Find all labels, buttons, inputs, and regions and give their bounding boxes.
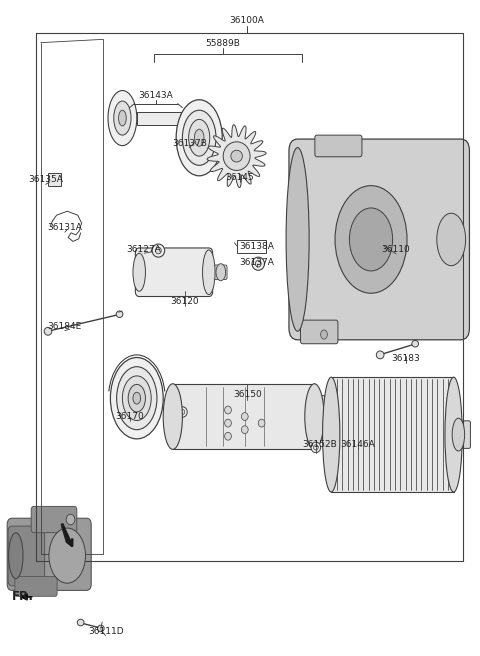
- Ellipse shape: [437, 213, 466, 266]
- Ellipse shape: [180, 409, 185, 415]
- Ellipse shape: [286, 148, 309, 331]
- Ellipse shape: [349, 208, 393, 271]
- Ellipse shape: [376, 351, 384, 359]
- Ellipse shape: [321, 330, 327, 339]
- Polygon shape: [173, 384, 314, 449]
- Ellipse shape: [225, 432, 231, 440]
- Text: 36120: 36120: [170, 297, 199, 306]
- Ellipse shape: [122, 376, 151, 420]
- FancyBboxPatch shape: [31, 506, 77, 533]
- FancyBboxPatch shape: [457, 421, 470, 449]
- Text: 36137B: 36137B: [172, 138, 207, 148]
- Ellipse shape: [133, 253, 145, 291]
- Ellipse shape: [97, 625, 104, 632]
- Ellipse shape: [412, 340, 419, 347]
- Ellipse shape: [216, 264, 226, 281]
- FancyBboxPatch shape: [289, 139, 469, 340]
- Ellipse shape: [178, 407, 187, 417]
- Ellipse shape: [203, 250, 215, 295]
- Ellipse shape: [119, 110, 126, 126]
- FancyBboxPatch shape: [310, 396, 329, 438]
- Ellipse shape: [49, 528, 85, 583]
- Text: 36127A: 36127A: [127, 245, 161, 254]
- Ellipse shape: [156, 247, 161, 254]
- FancyBboxPatch shape: [7, 518, 91, 590]
- FancyBboxPatch shape: [300, 320, 338, 344]
- Text: 36135A: 36135A: [28, 175, 63, 184]
- Ellipse shape: [452, 419, 465, 451]
- FancyBboxPatch shape: [180, 114, 200, 122]
- Ellipse shape: [66, 514, 75, 525]
- FancyBboxPatch shape: [315, 135, 362, 157]
- Ellipse shape: [258, 419, 265, 427]
- Ellipse shape: [133, 392, 141, 404]
- Ellipse shape: [9, 533, 23, 579]
- Ellipse shape: [241, 426, 248, 434]
- FancyBboxPatch shape: [48, 173, 61, 186]
- Ellipse shape: [225, 406, 231, 414]
- Ellipse shape: [189, 119, 210, 156]
- FancyBboxPatch shape: [15, 577, 57, 596]
- Text: 36184E: 36184E: [48, 321, 82, 331]
- Text: 36145: 36145: [226, 173, 254, 182]
- Text: 36143A: 36143A: [139, 91, 173, 100]
- Ellipse shape: [252, 257, 264, 270]
- Ellipse shape: [223, 142, 250, 171]
- FancyBboxPatch shape: [135, 248, 213, 297]
- Ellipse shape: [117, 367, 157, 430]
- Ellipse shape: [163, 384, 182, 449]
- Text: 36137A: 36137A: [240, 258, 274, 267]
- Text: 36146A: 36146A: [340, 440, 375, 449]
- Ellipse shape: [77, 619, 84, 626]
- Polygon shape: [331, 377, 454, 492]
- Text: 36138A: 36138A: [240, 242, 274, 251]
- Text: 36100A: 36100A: [230, 16, 264, 26]
- FancyBboxPatch shape: [173, 384, 314, 449]
- Text: 36131A: 36131A: [48, 223, 82, 232]
- Ellipse shape: [323, 377, 340, 492]
- FancyBboxPatch shape: [8, 526, 45, 586]
- Text: 36111D: 36111D: [88, 626, 123, 636]
- Ellipse shape: [110, 358, 163, 439]
- Ellipse shape: [311, 442, 321, 453]
- Text: 36150: 36150: [233, 390, 262, 400]
- Text: 36170: 36170: [115, 412, 144, 421]
- Ellipse shape: [182, 110, 216, 165]
- Ellipse shape: [114, 101, 131, 135]
- Text: FR.: FR.: [12, 590, 34, 604]
- Ellipse shape: [128, 384, 145, 412]
- Ellipse shape: [241, 413, 248, 420]
- Ellipse shape: [445, 377, 462, 492]
- Ellipse shape: [313, 445, 318, 450]
- Ellipse shape: [176, 100, 222, 176]
- Ellipse shape: [255, 260, 261, 267]
- Polygon shape: [207, 125, 266, 188]
- Ellipse shape: [108, 91, 137, 146]
- Ellipse shape: [44, 327, 52, 335]
- Ellipse shape: [305, 384, 324, 449]
- Text: 36110: 36110: [382, 245, 410, 254]
- Ellipse shape: [231, 150, 242, 162]
- Text: 36183: 36183: [391, 354, 420, 363]
- FancyBboxPatch shape: [237, 240, 266, 253]
- Ellipse shape: [152, 244, 165, 257]
- Ellipse shape: [225, 419, 231, 427]
- Ellipse shape: [335, 186, 407, 293]
- FancyBboxPatch shape: [137, 112, 199, 125]
- Text: 36152B: 36152B: [302, 440, 336, 449]
- FancyBboxPatch shape: [212, 265, 227, 279]
- Text: 55889B: 55889B: [206, 39, 240, 48]
- Ellipse shape: [116, 311, 123, 318]
- Ellipse shape: [194, 129, 204, 146]
